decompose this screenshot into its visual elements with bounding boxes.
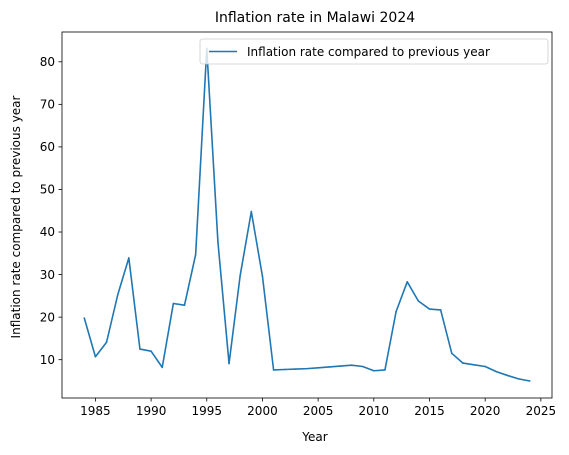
y-tick-label: 70: [40, 98, 55, 112]
data-point: [528, 380, 531, 382]
series-layer: [83, 47, 531, 382]
data-point: [417, 300, 420, 302]
x-tick-label: 2020: [470, 404, 501, 418]
data-point: [450, 352, 453, 355]
data-point: [261, 275, 264, 278]
data-point: [128, 257, 130, 259]
data-point: [439, 309, 442, 311]
data-point: [473, 364, 475, 366]
legend-box: [199, 38, 549, 65]
data-point: [283, 368, 286, 371]
y-tick-label: 60: [40, 140, 55, 154]
data-point: [373, 369, 375, 372]
x-tick-label: 2005: [303, 404, 334, 418]
data-point: [150, 350, 152, 352]
data-point: [428, 308, 431, 310]
data-point: [495, 370, 498, 373]
data-point: [116, 294, 119, 296]
data-point: [194, 253, 197, 256]
x-tick-label: 1990: [136, 404, 167, 418]
y-axis-ticks: 10 20 30 40 50 60 70 80: [40, 55, 62, 367]
data-point: [406, 281, 409, 283]
y-tick-label: 30: [40, 268, 55, 282]
data-point: [506, 374, 509, 377]
data-point: [272, 369, 275, 371]
y-tick-label: 10: [40, 353, 55, 367]
chart-title: Inflation rate in Malawi 2024: [215, 10, 415, 26]
data-point: [183, 304, 186, 307]
x-axis-ticks: 1985 1990 1995 2000 2005 2010 2015 2020 2025: [80, 398, 556, 418]
plot-frame: [61, 31, 553, 399]
data-point: [83, 317, 86, 319]
data-point: [339, 365, 342, 367]
x-tick-label: 2010: [359, 404, 390, 418]
y-tick-label: 20: [40, 310, 55, 324]
legend: Inflation rate compared to previous year: [199, 38, 549, 65]
plot-area: [61, 31, 553, 399]
data-point: [239, 274, 241, 277]
data-point: [295, 368, 297, 370]
data-point: [384, 369, 386, 371]
y-tick-label: 50: [40, 183, 55, 197]
data-point: [317, 366, 319, 369]
data-point: [172, 302, 175, 305]
x-tick-label: 2015: [414, 404, 445, 418]
data-point: [228, 362, 230, 365]
x-axis-label: Year: [301, 430, 327, 444]
data-point: [395, 310, 397, 313]
legend-label: Inflation rate compared to previous year: [247, 45, 490, 59]
data-point: [306, 367, 308, 370]
x-tick-label: 2025: [526, 404, 557, 418]
x-tick-label: 1985: [80, 404, 111, 418]
x-tick-label: 1995: [191, 404, 222, 418]
data-point: [217, 241, 219, 243]
data-point: [517, 378, 520, 380]
data-point: [94, 355, 97, 358]
data-point: [462, 362, 464, 364]
data-point: [361, 365, 364, 368]
y-tick-label: 80: [40, 55, 55, 69]
y-axis-label: Inflation rate compared to previous year: [9, 95, 23, 338]
data-point: [328, 366, 331, 368]
data-point: [350, 364, 353, 367]
data-point: [484, 365, 486, 368]
x-tick-label: 2000: [247, 404, 278, 418]
y-tick-label: 40: [40, 225, 55, 239]
data-point: [139, 348, 141, 350]
data-point: [250, 210, 253, 213]
data-point: [105, 341, 108, 344]
data-point: [161, 366, 164, 369]
